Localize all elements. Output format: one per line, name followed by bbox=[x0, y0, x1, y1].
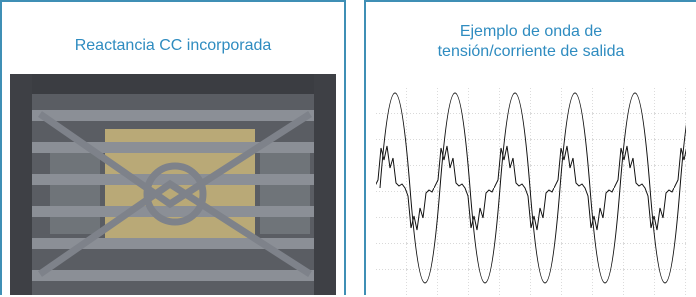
left-panel: Reactancia CC incorporada bbox=[0, 0, 346, 295]
frame-right bbox=[314, 74, 336, 295]
slat bbox=[32, 270, 314, 281]
title-line: Ejemplo de onda de bbox=[366, 22, 696, 42]
page: Reactancia CC incorporada Ejemplo de ond… bbox=[0, 0, 696, 297]
frame-left bbox=[10, 74, 32, 295]
frame-top bbox=[10, 74, 336, 94]
title-line: tensión/corriente de salida bbox=[366, 42, 696, 62]
core-left bbox=[50, 144, 100, 234]
core-right bbox=[260, 144, 310, 234]
slat bbox=[32, 142, 314, 153]
reactor-photo bbox=[10, 74, 336, 295]
slat bbox=[32, 206, 314, 217]
slat bbox=[32, 110, 314, 121]
panel-title: Ejemplo de onda de tensión/corriente de … bbox=[366, 22, 696, 62]
current-trace bbox=[376, 128, 686, 248]
waveform bbox=[376, 88, 686, 295]
panel-title: Reactancia CC incorporada bbox=[2, 36, 344, 56]
right-panel: Ejemplo de onda de tensión/corriente de … bbox=[364, 0, 696, 295]
